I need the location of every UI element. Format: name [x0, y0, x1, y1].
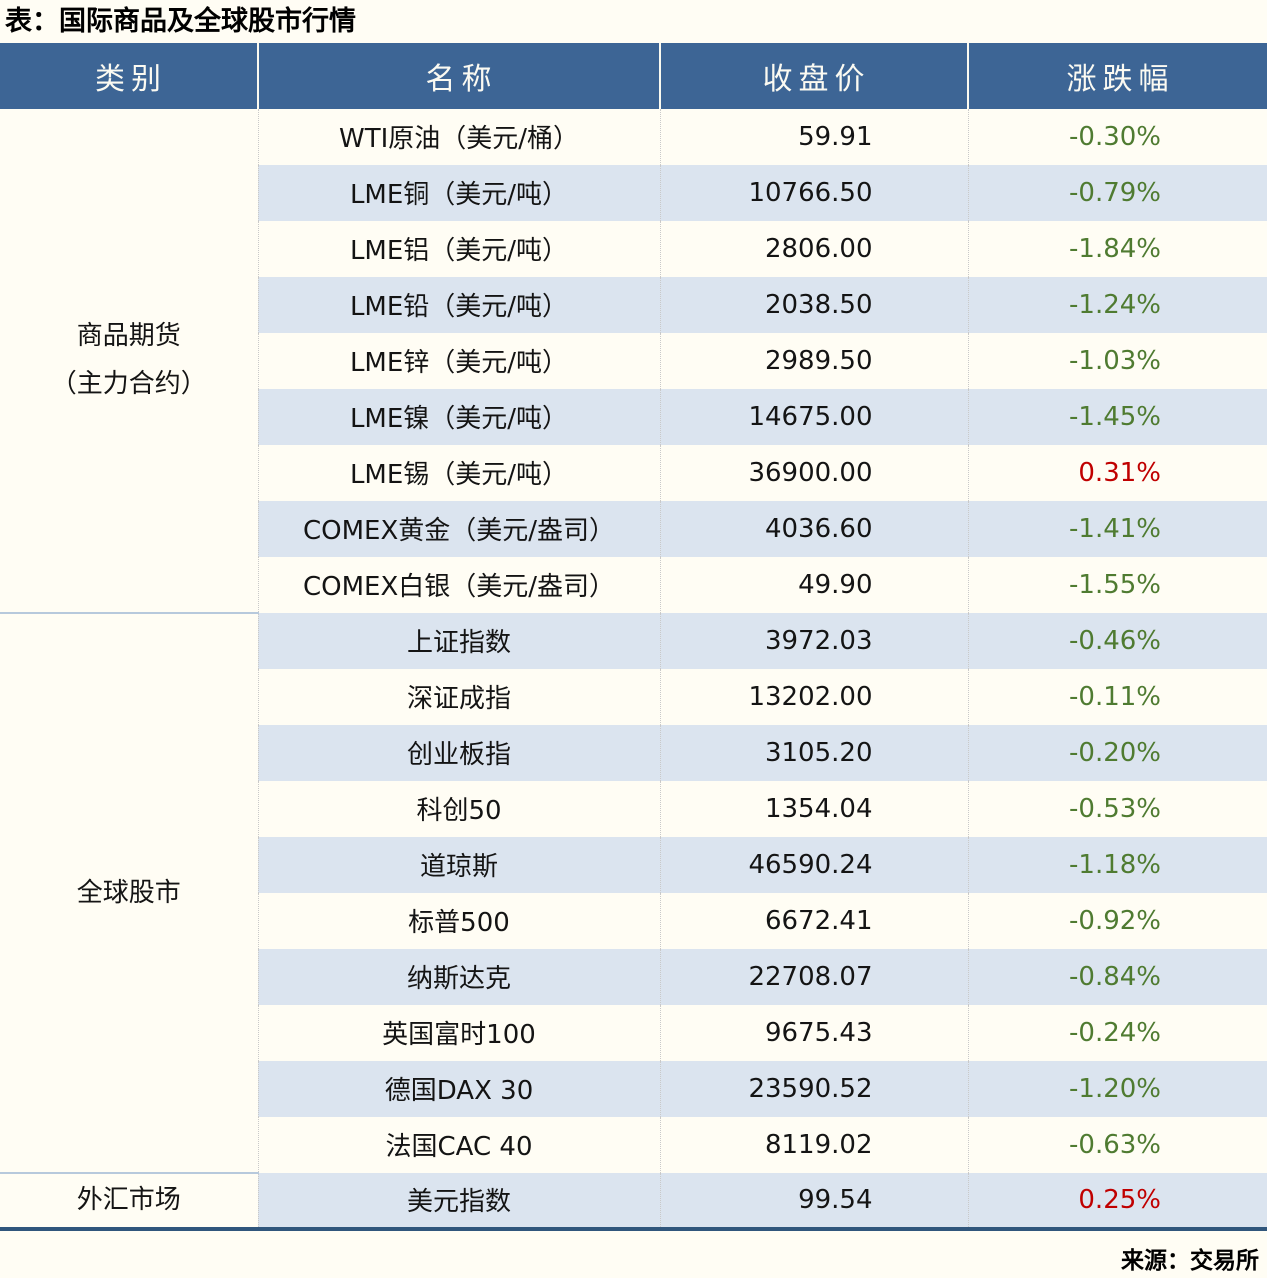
- table-row: LME锌（美元/吨） 2989.50 -1.03%: [0, 332, 1267, 389]
- table-row: LME铜（美元/吨） 10766.50 -0.79%: [0, 164, 1267, 221]
- table-row: LME铝（美元/吨） 2806.00 -1.84%: [0, 220, 1267, 277]
- name-cell: 法国CAC 40: [257, 1116, 660, 1173]
- close-price-cell: 4036.60: [659, 500, 968, 557]
- change-percent-cell: -1.24%: [967, 276, 1267, 333]
- close-price-cell: 49.90: [659, 556, 968, 613]
- header-name: 名称: [257, 42, 660, 109]
- close-price-cell: 22708.07: [659, 948, 968, 1005]
- change-percent-cell: -1.20%: [967, 1060, 1267, 1117]
- name-cell: 美元指数: [257, 1172, 660, 1229]
- close-price-cell: 6672.41: [659, 892, 968, 949]
- name-cell: LME锌（美元/吨）: [257, 332, 660, 389]
- header-change: 涨跌幅: [967, 42, 1267, 109]
- close-price-cell: 3972.03: [659, 612, 968, 669]
- close-price-cell: 14675.00: [659, 388, 968, 445]
- close-price-cell: 99.54: [659, 1172, 968, 1229]
- change-percent-cell: -0.11%: [967, 668, 1267, 725]
- close-price-cell: 1354.04: [659, 780, 968, 837]
- table-row: COMEX黄金（美元/盎司） 4036.60 -1.41%: [0, 500, 1267, 557]
- change-percent-cell: -1.41%: [967, 500, 1267, 557]
- category-cell: 全球股市: [0, 611, 258, 1173]
- source-note: 来源：交易所: [1121, 1247, 1259, 1274]
- change-percent-cell: -1.03%: [967, 332, 1267, 389]
- name-cell: WTI原油（美元/桶）: [257, 108, 660, 165]
- table-row: LME铅（美元/吨） 2038.50 -1.24%: [0, 276, 1267, 333]
- change-percent-cell: -0.63%: [967, 1116, 1267, 1173]
- change-percent-cell: -1.45%: [967, 388, 1267, 445]
- name-cell: COMEX黄金（美元/盎司）: [257, 500, 660, 557]
- close-price-cell: 8119.02: [659, 1116, 968, 1173]
- name-cell: 上证指数: [257, 612, 660, 669]
- change-percent-cell: -0.53%: [967, 780, 1267, 837]
- table-row: 德国DAX 30 23590.52 -1.20%: [0, 1060, 1267, 1117]
- close-price-cell: 10766.50: [659, 164, 968, 221]
- table-row: LME锡（美元/吨） 36900.00 0.31%: [0, 444, 1267, 501]
- name-cell: 德国DAX 30: [257, 1060, 660, 1117]
- table-row: 外汇市场 美元指数 99.54 0.25%: [0, 1171, 1267, 1229]
- close-price-cell: 46590.24: [659, 836, 968, 893]
- table-row: COMEX白银（美元/盎司） 49.90 -1.55%: [0, 556, 1267, 613]
- table-row: 道琼斯 46590.24 -1.18%: [0, 836, 1267, 893]
- category-cell: 商品期货 （主力合约）: [0, 108, 258, 613]
- table-row: 标普500 6672.41 -0.92%: [0, 892, 1267, 949]
- table-row: 法国CAC 40 8119.02 -0.63%: [0, 1116, 1267, 1173]
- category-line: 商品期货: [76, 321, 181, 352]
- name-cell: 道琼斯: [257, 836, 660, 893]
- close-price-cell: 59.91: [659, 108, 968, 165]
- change-percent-cell: -0.79%: [967, 164, 1267, 221]
- market-quotes-table: 类别 名称 收盘价 涨跌幅 商品期货 （主力合约） WTI原油（美元/桶） 59.91…: [0, 42, 1267, 1231]
- close-price-cell: 3105.20: [659, 724, 968, 781]
- page-title: 表：国际商品及全球股市行情: [5, 6, 356, 37]
- change-percent-cell: -0.24%: [967, 1004, 1267, 1061]
- change-percent-cell: -0.84%: [967, 948, 1267, 1005]
- table-row: 创业板指 3105.20 -0.20%: [0, 724, 1267, 781]
- category-line: （主力合约）: [50, 369, 207, 400]
- close-price-cell: 13202.00: [659, 668, 968, 725]
- close-price-cell: 23590.52: [659, 1060, 968, 1117]
- table-row: LME镍（美元/吨） 14675.00 -1.45%: [0, 388, 1267, 445]
- change-percent-cell: 0.25%: [967, 1172, 1267, 1229]
- change-percent-cell: -0.46%: [967, 612, 1267, 669]
- change-percent-cell: -0.30%: [967, 108, 1267, 165]
- close-price-cell: 2989.50: [659, 332, 968, 389]
- close-price-cell: 2806.00: [659, 220, 968, 277]
- name-cell: COMEX白银（美元/盎司）: [257, 556, 660, 613]
- header-row: 类别 名称 收盘价 涨跌幅: [0, 42, 1267, 109]
- name-cell: 标普500: [257, 892, 660, 949]
- name-cell: 纳斯达克: [257, 948, 660, 1005]
- table-row: 英国富时100 9675.43 -0.24%: [0, 1004, 1267, 1061]
- category-cell: 外汇市场: [0, 1171, 258, 1229]
- close-price-cell: 9675.43: [659, 1004, 968, 1061]
- name-cell: LME镍（美元/吨）: [257, 388, 660, 445]
- change-percent-cell: -1.18%: [967, 836, 1267, 893]
- name-cell: 深证成指: [257, 668, 660, 725]
- name-cell: 创业板指: [257, 724, 660, 781]
- name-cell: 科创50: [257, 780, 660, 837]
- table-row: 全球股市 上证指数 3972.03 -0.46%: [0, 611, 1267, 1173]
- table-row: 深证成指 13202.00 -0.11%: [0, 668, 1267, 725]
- name-cell: LME铅（美元/吨）: [257, 276, 660, 333]
- change-percent-cell: -0.92%: [967, 892, 1267, 949]
- change-percent-cell: -1.55%: [967, 556, 1267, 613]
- category-line: 全球股市: [76, 877, 181, 908]
- close-price-cell: 36900.00: [659, 444, 968, 501]
- name-cell: 英国富时100: [257, 1004, 660, 1061]
- change-percent-cell: 0.31%: [967, 444, 1267, 501]
- category-line: 外汇市场: [76, 1185, 181, 1216]
- table-row: 纳斯达克 22708.07 -0.84%: [0, 948, 1267, 1005]
- name-cell: LME铝（美元/吨）: [257, 220, 660, 277]
- name-cell: LME锡（美元/吨）: [257, 444, 660, 501]
- header-close: 收盘价: [659, 42, 968, 109]
- table-row: 商品期货 （主力合约） WTI原油（美元/桶） 59.91 -0.30%: [0, 108, 1267, 613]
- header-category: 类别: [0, 42, 258, 109]
- close-price-cell: 2038.50: [659, 276, 968, 333]
- name-cell: LME铜（美元/吨）: [257, 164, 660, 221]
- table-row: 科创50 1354.04 -0.53%: [0, 780, 1267, 837]
- change-percent-cell: -1.84%: [967, 220, 1267, 277]
- change-percent-cell: -0.20%: [967, 724, 1267, 781]
